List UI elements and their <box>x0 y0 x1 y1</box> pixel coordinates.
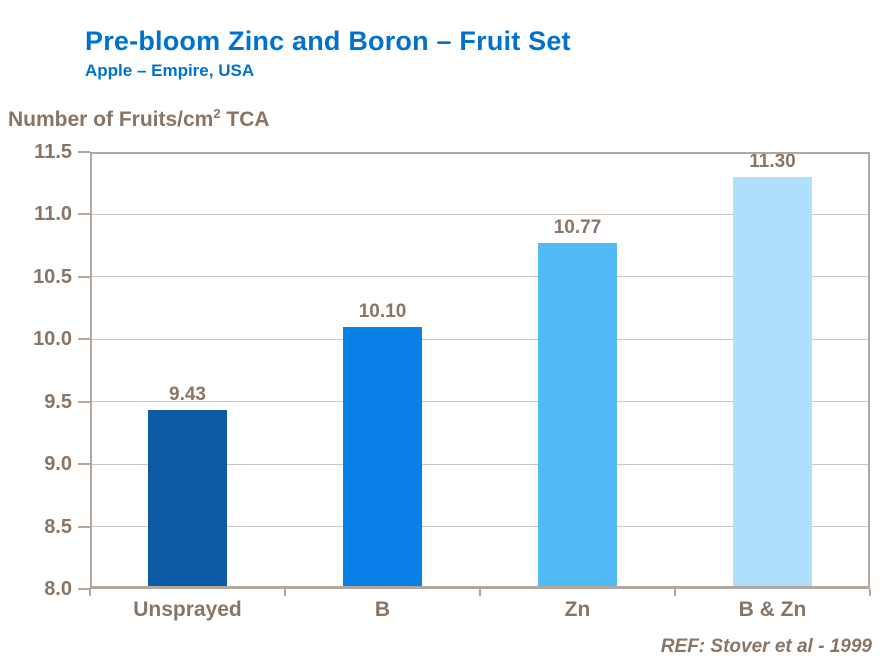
y-tick-label-8.5: 8.5 <box>44 515 72 538</box>
bar-value-b: 10.10 <box>358 300 407 322</box>
bar-unsprayed <box>148 410 227 586</box>
plot-area: 9.43 10.10 10.77 11.30 <box>90 150 870 589</box>
x-category-label-unsprayed: Unsprayed <box>133 598 242 621</box>
reference-note: REF: Stover et al - 1999 <box>660 636 872 657</box>
y-tick-9.0 <box>78 463 90 466</box>
gridline-9.5 <box>92 401 868 403</box>
y-axis-title-suffix: TCA <box>220 108 270 131</box>
y-tick-label-9.0: 9.0 <box>44 453 72 476</box>
y-axis-title: Number of Fruits/cm2 TCA <box>8 106 270 132</box>
y-tick-label-11.5: 11.5 <box>34 141 72 163</box>
gridline-11.0 <box>92 213 868 215</box>
bar-b-zn <box>733 176 812 586</box>
y-tick-9.5 <box>78 400 90 403</box>
y-tick-10.0 <box>78 338 90 341</box>
bar-b <box>343 326 422 586</box>
gridline-8.5 <box>92 526 868 528</box>
x-tick-0 <box>89 589 91 596</box>
bar-value-b-zn: 11.30 <box>749 150 796 172</box>
y-tick-label-11.0: 11.0 <box>34 203 72 226</box>
y-tick-label-10.5: 10.5 <box>33 265 72 288</box>
chart-subtitle: Apple – Empire, USA <box>85 61 255 80</box>
x-category-label-b-zn: B & Zn <box>738 598 807 621</box>
y-tick-label-10.0: 10.0 <box>33 328 72 351</box>
x-tick-2 <box>479 589 481 596</box>
x-tick-3 <box>674 589 676 596</box>
y-tick-label-8.0: 8.0 <box>44 578 72 600</box>
y-tick-8.0 <box>78 588 90 590</box>
x-category-label-b: B <box>374 598 391 621</box>
x-tick-4 <box>869 589 871 596</box>
chart-title: Pre-bloom Zinc and Boron – Fruit Set <box>85 26 571 56</box>
gridline-10.5 <box>92 276 868 278</box>
bar-value-unsprayed: 9.43 <box>169 384 206 406</box>
gridline-9.0 <box>92 463 868 465</box>
y-tick-10.5 <box>78 275 90 278</box>
y-tick-label-9.5: 9.5 <box>44 390 72 413</box>
y-tick-11.5 <box>78 151 90 153</box>
y-tick-11.0 <box>78 213 90 216</box>
gridline-10.0 <box>92 338 868 340</box>
x-category-label-zn: Zn <box>564 598 591 621</box>
bar-zn <box>538 243 617 586</box>
y-axis-title-superscript: 2 <box>213 106 221 121</box>
x-tick-1 <box>284 589 286 596</box>
y-tick-8.5 <box>78 525 90 528</box>
y-axis-title-text: Number of Fruits/cm <box>8 108 214 131</box>
bar-value-zn: 10.77 <box>553 217 602 239</box>
